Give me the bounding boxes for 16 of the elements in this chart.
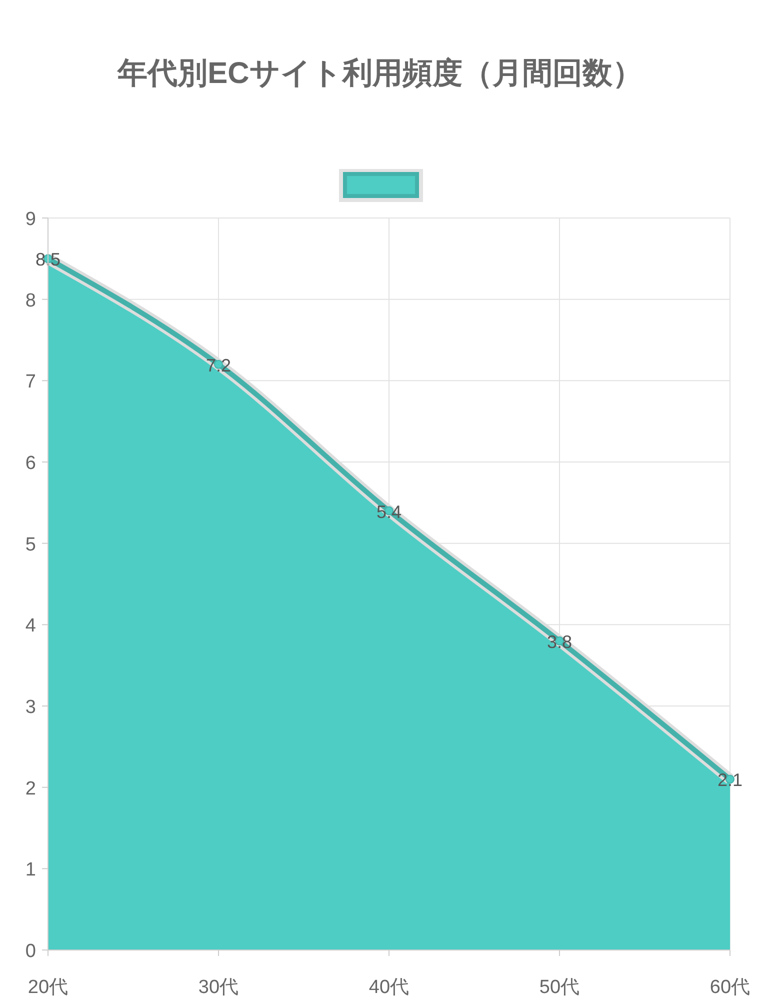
y-tick-label: 8 — [25, 290, 36, 312]
y-tick-label: 4 — [25, 616, 36, 637]
x-tick-label: 60代 — [710, 977, 750, 998]
y-tick-label: 2 — [25, 778, 36, 800]
x-tick-label: 20代 — [28, 977, 68, 998]
x-tick-label: 30代 — [198, 977, 239, 998]
y-tick-label: 7 — [25, 372, 36, 393]
y-tick-label: 3 — [25, 697, 36, 718]
x-tick-label: 40代 — [368, 977, 410, 998]
y-tick-label: 1 — [25, 860, 36, 881]
y-tick-label: 9 — [25, 209, 36, 230]
chart-title: 年代別ECサイト利用頻度（月間回数） — [116, 56, 642, 90]
x-tick-label: 50代 — [539, 977, 580, 998]
y-tick-label: 6 — [25, 453, 36, 474]
y-tick-label: 0 — [25, 941, 36, 962]
y-tick-label: 5 — [25, 534, 36, 556]
